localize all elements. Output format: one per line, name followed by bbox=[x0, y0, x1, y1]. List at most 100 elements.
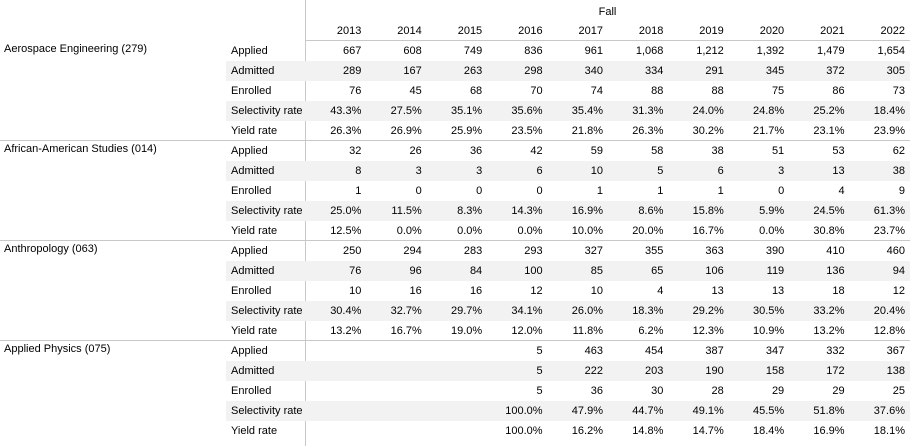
value-cell: 12 bbox=[892, 285, 905, 297]
value-cell: 14.7% bbox=[692, 425, 724, 437]
metric-label: Applied bbox=[231, 245, 268, 257]
value-cell: 86 bbox=[832, 85, 845, 97]
value-cell: 65 bbox=[651, 265, 664, 277]
value-cell: 23.5% bbox=[511, 125, 543, 137]
metric-label: Yield rate bbox=[231, 125, 278, 137]
value-cell: 5 bbox=[536, 385, 543, 397]
value-cell: 263 bbox=[463, 65, 483, 77]
value-cell: 21.7% bbox=[752, 125, 785, 137]
value-cell: 16 bbox=[409, 285, 422, 297]
value-cell: 390 bbox=[765, 245, 785, 257]
value-cell: 33.2% bbox=[813, 305, 845, 317]
value-cell: 73 bbox=[892, 85, 905, 97]
value-cell: 0 bbox=[778, 185, 785, 197]
value-cell: 363 bbox=[705, 245, 724, 257]
value-cell: 836 bbox=[524, 45, 543, 57]
value-cell: 88 bbox=[651, 85, 664, 97]
value-cell: 15.8% bbox=[692, 205, 724, 217]
value-cell: 8.6% bbox=[638, 205, 664, 217]
value-cell: 14.8% bbox=[632, 425, 664, 437]
metric-label: Enrolled bbox=[231, 385, 272, 397]
metric-label: Selectivity rate bbox=[231, 405, 303, 417]
value-cell: 16.9% bbox=[571, 205, 603, 217]
value-cell: 25 bbox=[892, 385, 905, 397]
value-cell: 355 bbox=[645, 245, 664, 257]
value-cell: 76 bbox=[349, 85, 362, 97]
value-cell: 85 bbox=[590, 265, 603, 277]
value-cell: 138 bbox=[886, 365, 905, 377]
value-cell: 18.4% bbox=[752, 425, 785, 437]
value-cell: 68 bbox=[469, 85, 483, 97]
value-cell: 6.2% bbox=[638, 325, 664, 337]
value-cell: 749 bbox=[463, 45, 483, 57]
value-cell: 0.0% bbox=[457, 225, 483, 237]
value-cell: 35.1% bbox=[450, 105, 483, 117]
value-cell: 1,479 bbox=[817, 45, 845, 57]
value-cell: 1,212 bbox=[696, 45, 724, 57]
value-cell: 367 bbox=[886, 345, 905, 357]
value-cell: 94 bbox=[892, 265, 905, 277]
value-cell: 44.7% bbox=[632, 405, 664, 417]
value-cell: 345 bbox=[765, 65, 785, 77]
value-cell: 26.3% bbox=[632, 125, 664, 137]
value-cell: 29 bbox=[832, 385, 845, 397]
value-cell: 667 bbox=[343, 45, 362, 57]
value-cell: 283 bbox=[463, 245, 483, 257]
value-cell: 20.4% bbox=[873, 305, 905, 317]
value-cell: 106 bbox=[705, 265, 724, 277]
value-cell: 24.8% bbox=[752, 105, 785, 117]
value-cell: 136 bbox=[826, 265, 845, 277]
value-cell: 8 bbox=[355, 165, 362, 177]
value-cell: 12.5% bbox=[330, 225, 362, 237]
value-cell: 47.9% bbox=[571, 405, 603, 417]
value-cell: 24.0% bbox=[692, 105, 724, 117]
metric-label: Applied bbox=[231, 45, 268, 57]
value-cell: 76 bbox=[349, 265, 362, 277]
value-cell: 26.9% bbox=[390, 125, 422, 137]
metric-label: Admitted bbox=[231, 365, 275, 377]
value-cell: 18 bbox=[832, 285, 845, 297]
value-cell: 30.4% bbox=[330, 305, 362, 317]
value-cell: 100 bbox=[524, 265, 543, 277]
value-cell: 19.0% bbox=[450, 325, 483, 337]
row-band bbox=[226, 101, 910, 121]
value-cell: 70 bbox=[530, 85, 543, 97]
value-cell: 16.9% bbox=[813, 425, 845, 437]
value-cell: 305 bbox=[886, 65, 905, 77]
metric-label: Enrolled bbox=[231, 185, 272, 197]
value-cell: 24.5% bbox=[813, 205, 845, 217]
value-cell: 5 bbox=[657, 165, 664, 177]
value-cell: 1 bbox=[657, 185, 664, 197]
value-cell: 1,392 bbox=[756, 45, 785, 57]
value-cell: 0.0% bbox=[396, 225, 422, 237]
value-cell: 53 bbox=[832, 145, 845, 157]
value-cell: 25.0% bbox=[330, 205, 362, 217]
metric-label: Applied bbox=[231, 345, 268, 357]
value-cell: 3 bbox=[415, 165, 422, 177]
value-cell: 6 bbox=[717, 165, 724, 177]
metric-label: Selectivity rate bbox=[231, 105, 303, 117]
metric-label: Admitted bbox=[231, 265, 275, 277]
value-cell: 45 bbox=[409, 85, 422, 97]
value-cell: 18.1% bbox=[873, 425, 905, 437]
value-cell: 0.0% bbox=[517, 225, 543, 237]
value-cell: 30 bbox=[651, 385, 664, 397]
value-cell: 28 bbox=[711, 385, 724, 397]
value-cell: 32 bbox=[349, 145, 362, 157]
value-cell: 294 bbox=[403, 245, 422, 257]
value-cell: 463 bbox=[584, 345, 603, 357]
value-cell: 26 bbox=[409, 145, 422, 157]
row-band bbox=[226, 401, 910, 421]
row-band bbox=[226, 261, 910, 281]
value-cell: 3 bbox=[476, 165, 483, 177]
metric-label: Selectivity rate bbox=[231, 205, 303, 217]
metric-label: Yield rate bbox=[231, 325, 278, 337]
row-band bbox=[226, 161, 910, 181]
row-band bbox=[226, 301, 910, 321]
year-header: 2018 bbox=[638, 25, 664, 37]
value-cell: 29.2% bbox=[692, 305, 724, 317]
value-cell: 12 bbox=[530, 285, 543, 297]
program-name: Anthropology (063) bbox=[4, 243, 98, 255]
value-cell: 25.9% bbox=[450, 125, 483, 137]
